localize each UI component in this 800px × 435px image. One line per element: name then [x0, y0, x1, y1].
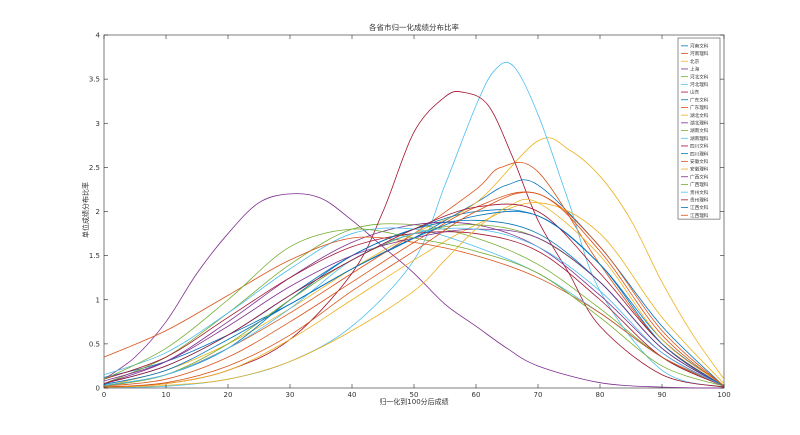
legend-label: 安徽文科 [690, 158, 709, 165]
y-tick-label: 2.5 [89, 164, 100, 172]
y-tick-label: 1 [96, 296, 100, 304]
legend-label: 山东 [690, 89, 700, 96]
legend-label: 广东文科 [690, 96, 709, 103]
series-line-23 [103, 191, 725, 388]
series-layer [103, 61, 725, 389]
legend-label: 广东理科 [690, 104, 709, 111]
legend-label: 江西文科 [690, 204, 709, 211]
legend-label: 河南文科 [690, 42, 709, 49]
series-line-22 [103, 210, 725, 387]
legend-label: 湖北理科 [690, 119, 709, 126]
y-axis-label: 单位成绩分布比率 [81, 182, 90, 238]
ticks-layer: 0 10 20 30 40 50 60 70 80 90 100 0 0.5 1 1.5 2 2.5 3 3.5 4 [89, 32, 731, 400]
x-tick-label: 0 [102, 391, 106, 399]
x-tick-label: 100 [717, 391, 730, 399]
x-tick-label: 60 [472, 391, 481, 399]
legend-label: 湖南文科 [690, 127, 709, 134]
series-line-16 [103, 236, 725, 386]
x-tick-label: 70 [534, 391, 543, 399]
legend-label: 湖南理科 [690, 135, 709, 142]
series-line-20 [103, 227, 725, 387]
x-axis-label: 归一化到100分后成绩 [379, 397, 448, 406]
legend-label: 河南理科 [690, 50, 709, 57]
y-tick-label: 1.5 [89, 252, 100, 260]
legend-label: 贵州文科 [690, 189, 709, 196]
x-tick-label: 80 [596, 391, 605, 399]
legend-box [677, 37, 721, 220]
legend-label: 江西理科 [690, 212, 709, 219]
y-tick-label: 3.5 [89, 76, 100, 84]
x-tick-label: 40 [348, 391, 357, 399]
legend-label: 上海 [690, 66, 700, 73]
x-tick-label: 10 [162, 391, 171, 399]
x-tick-label: 90 [658, 391, 667, 399]
legend-label: 广西理科 [690, 181, 709, 188]
series-line-10 [103, 202, 725, 388]
series-line-21 [103, 203, 725, 387]
series-line-17 [103, 198, 725, 388]
x-tick-label: 20 [224, 391, 233, 399]
y-tick-label: 0 [96, 385, 100, 393]
chart-title: 各省市归一化成绩分布比率 [369, 22, 459, 32]
x-tick-label: 50 [410, 391, 419, 399]
y-tick-label: 3 [96, 120, 100, 128]
legend-label: 广西文科 [690, 173, 709, 180]
legend-label: 河北文科 [690, 73, 709, 80]
legend-label: 安徽理科 [690, 166, 709, 173]
series-line-11 [103, 221, 725, 387]
legend-label: 北京 [690, 58, 700, 65]
legend-label: 四川文科 [690, 143, 709, 150]
y-tick-label: 2 [96, 208, 100, 216]
x-tick-label: 30 [286, 391, 295, 399]
legend-label: 四川理科 [690, 150, 709, 157]
legend-label: 湖北文科 [690, 112, 709, 119]
legend: 河南文科河南理科北京上海河北文科河北理科山东广东文科广东理科湖北文科湖北理科湖南… [677, 37, 721, 220]
y-tick-label: 0.5 [89, 340, 100, 348]
y-tick-label: 4 [96, 32, 101, 40]
legend-label: 河北理科 [690, 81, 709, 88]
legend-label: 贵州理科 [690, 196, 709, 203]
series-line-4 [103, 193, 725, 389]
